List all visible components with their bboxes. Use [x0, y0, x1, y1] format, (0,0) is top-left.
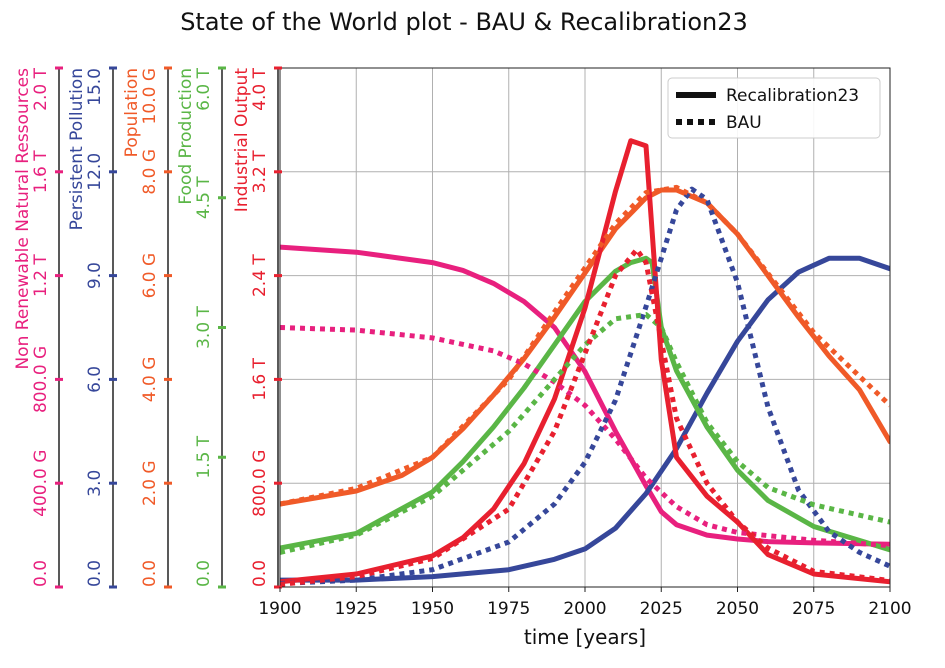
y-axis-io: 0.0 800.0 G 1.6 T 2.4 T 3.2 T 4.0 TIndustrial…	[232, 66, 282, 589]
series-line-nrr-solid	[280, 244, 890, 547]
y-tick-label: 0.0	[250, 560, 270, 587]
y-axis-label: Industrial Output	[232, 68, 252, 213]
series-line-ppol-dotted	[280, 186, 890, 586]
x-tick-label: 2100	[868, 599, 911, 619]
y-tick-label: 0.0	[31, 560, 51, 587]
y-tick-label: 2.0 G	[140, 460, 160, 506]
y-axis-label: Non Renewable Natural Ressources	[13, 68, 33, 370]
plot-area	[279, 67, 891, 588]
x-tick-label: 2025	[640, 599, 683, 619]
y-tick-label: 15.0	[85, 68, 105, 106]
y-tick-label: 1.5 T	[194, 435, 214, 478]
x-axis-label: time [years]	[524, 625, 646, 649]
x-axis: 1900 1925 1950 1975 2000 2025 2050 2075 2100	[258, 587, 912, 619]
series-line-food-solid	[280, 255, 890, 553]
series-line-io-dotted	[280, 247, 890, 587]
series-line-ppol-solid	[280, 255, 890, 583]
series-line-pop-dotted	[280, 184, 890, 507]
y-tick-label: 6.0	[85, 366, 105, 393]
y-tick-label: 0.0	[140, 560, 160, 587]
x-tick-label: 2050	[716, 599, 759, 619]
chart-title: State of the World plot - BAU & Recalibr…	[180, 8, 748, 36]
x-tick-label: 2000	[563, 599, 606, 619]
y-tick-label: 9.0	[85, 262, 105, 289]
y-tick-label: 0.0	[194, 560, 214, 587]
y-tick-label: 1.6 T	[250, 357, 270, 400]
x-tick-label: 1925	[335, 599, 378, 619]
x-tick-label: 2075	[792, 599, 835, 619]
y-tick-label: 4.0 T	[250, 67, 270, 110]
y-tick-label: 4.0 G	[140, 357, 160, 403]
y-tick-label: 10.0 G	[140, 68, 160, 124]
legend-label: BAU	[726, 113, 762, 133]
x-tick-label: 1900	[258, 599, 301, 619]
y-tick-label: 2.4 T	[250, 254, 270, 297]
series-line-nrr-dotted	[280, 325, 890, 548]
series-line-food-dotted	[280, 312, 890, 555]
y-tick-label: 3.0	[85, 470, 105, 497]
legend: Recalibration23 BAU	[667, 77, 881, 139]
y-tick-label: 400.0 G	[31, 450, 51, 517]
y-tick-label: 12.0	[85, 153, 105, 191]
y-tick-label: 3.0 T	[194, 305, 214, 348]
y-tick-label: 6.0 T	[194, 67, 214, 110]
y-tick-label: 800.0 G	[250, 450, 270, 517]
y-tick-label: 8.0 G	[140, 149, 160, 195]
x-tick-label: 1950	[411, 599, 454, 619]
y-tick-label: 4.5 T	[194, 176, 214, 219]
y-tick-label: 800.0 G	[31, 346, 51, 413]
y-axis-label: Persistent Pollution	[67, 68, 87, 230]
series-group	[280, 138, 890, 587]
y-tick-label: 3.2 T	[250, 150, 270, 193]
legend-label: Recalibration23	[726, 86, 859, 106]
y-tick-label: 6.0 G	[140, 253, 160, 299]
legend-box	[667, 77, 881, 139]
x-tick-label: 1975	[487, 599, 530, 619]
y-axis-label: Population	[122, 68, 142, 157]
y-tick-label: 0.0	[85, 560, 105, 587]
y-tick-label: 2.0 T	[31, 67, 51, 110]
y-tick-label: 1.2 T	[31, 254, 51, 297]
y-axis-label: Food Production	[176, 68, 196, 205]
y-tick-label: 1.6 T	[31, 150, 51, 193]
